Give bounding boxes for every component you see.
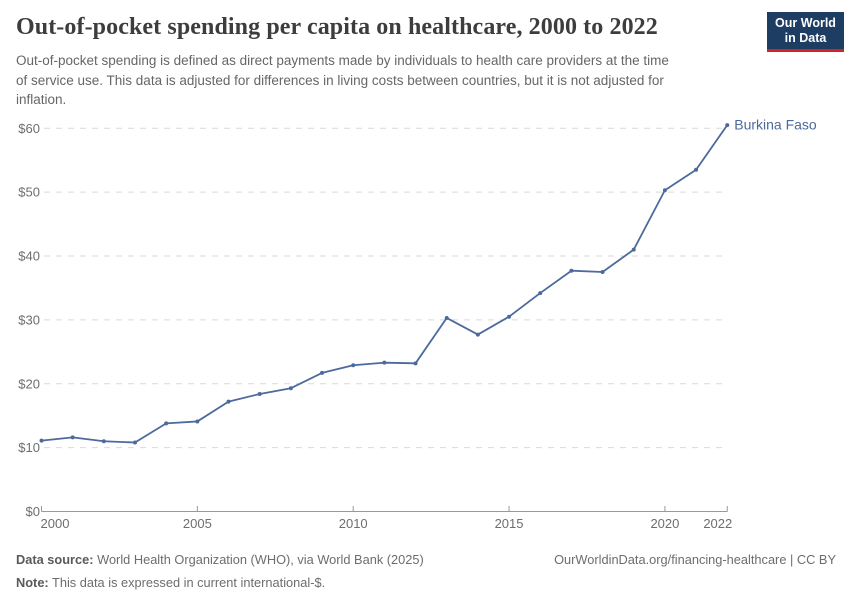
data-point-marker[interactable] xyxy=(288,386,293,391)
data-point-marker[interactable] xyxy=(569,268,574,273)
chart-footer: Data source: World Health Organization (… xyxy=(16,548,836,594)
chart-subtitle-line: inflation. xyxy=(16,92,67,107)
data-point-marker[interactable] xyxy=(70,435,75,440)
data-point-marker[interactable] xyxy=(538,291,543,296)
owid-logo-line2: in Data xyxy=(784,31,827,45)
data-point-marker[interactable] xyxy=(101,439,106,444)
owid-logo[interactable]: Our World in Data xyxy=(767,12,844,52)
note-text: This data is expressed in current intern… xyxy=(52,575,326,590)
data-point-marker[interactable] xyxy=(195,419,200,424)
data-point-marker[interactable] xyxy=(133,440,138,445)
data-point-marker[interactable] xyxy=(725,123,730,128)
data-point-marker[interactable] xyxy=(351,363,356,368)
data-point-marker[interactable] xyxy=(413,361,418,366)
note-line: Note: This data is expressed in current … xyxy=(16,571,836,594)
data-point-marker[interactable] xyxy=(164,421,169,426)
x-tick-label: 2020 xyxy=(650,516,679,531)
x-tick-label: 2005 xyxy=(183,516,212,531)
y-tick-label: $40 xyxy=(18,249,40,264)
data-point-marker[interactable] xyxy=(475,332,480,337)
data-point-marker[interactable] xyxy=(694,167,699,172)
series-line[interactable] xyxy=(40,124,729,444)
chart-subtitle-line: Out-of-pocket spending is defined as dir… xyxy=(16,53,669,68)
x-tick-label: 2015 xyxy=(495,516,524,531)
data-source-line: Data source: World Health Organization (… xyxy=(16,548,836,571)
data-point-marker[interactable] xyxy=(631,247,636,252)
data-point-marker[interactable] xyxy=(257,391,262,396)
data-point-marker[interactable] xyxy=(39,438,44,443)
data-source-text: World Health Organization (WHO), via Wor… xyxy=(97,552,424,567)
data-point-marker[interactable] xyxy=(507,314,512,319)
y-tick-label: $30 xyxy=(18,312,40,327)
owid-logo-line1: Our World xyxy=(775,16,836,30)
chart-title: Out-of-pocket spending per capita on hea… xyxy=(16,14,658,40)
data-point-marker[interactable] xyxy=(226,399,231,404)
data-point-marker[interactable] xyxy=(320,370,325,375)
chart-subtitle: Out-of-pocket spending is defined as dir… xyxy=(16,51,761,110)
y-tick-label: $20 xyxy=(18,376,40,391)
y-tick-label: $0 xyxy=(26,504,40,519)
y-tick-label: $60 xyxy=(18,121,40,136)
series-end-label[interactable]: Burkina Faso xyxy=(734,117,817,133)
note-label: Note: xyxy=(16,575,49,590)
data-point-marker[interactable] xyxy=(382,360,387,365)
data-source-label: Data source: xyxy=(16,552,94,567)
y-tick-label: $50 xyxy=(18,185,40,200)
data-point-marker[interactable] xyxy=(600,269,605,274)
data-point-marker[interactable] xyxy=(662,188,667,193)
chart-subtitle-line: of service use. This data is adjusted fo… xyxy=(16,72,664,88)
footer-link[interactable]: OurWorldinData.org/financing-healthcare … xyxy=(554,552,836,567)
y-tick-label: $10 xyxy=(18,440,40,455)
x-tick-label: 2010 xyxy=(339,516,368,531)
data-point-marker[interactable] xyxy=(444,315,449,320)
x-tick-label: 2000 xyxy=(41,516,70,531)
x-tick-label: 2022 xyxy=(703,516,732,531)
